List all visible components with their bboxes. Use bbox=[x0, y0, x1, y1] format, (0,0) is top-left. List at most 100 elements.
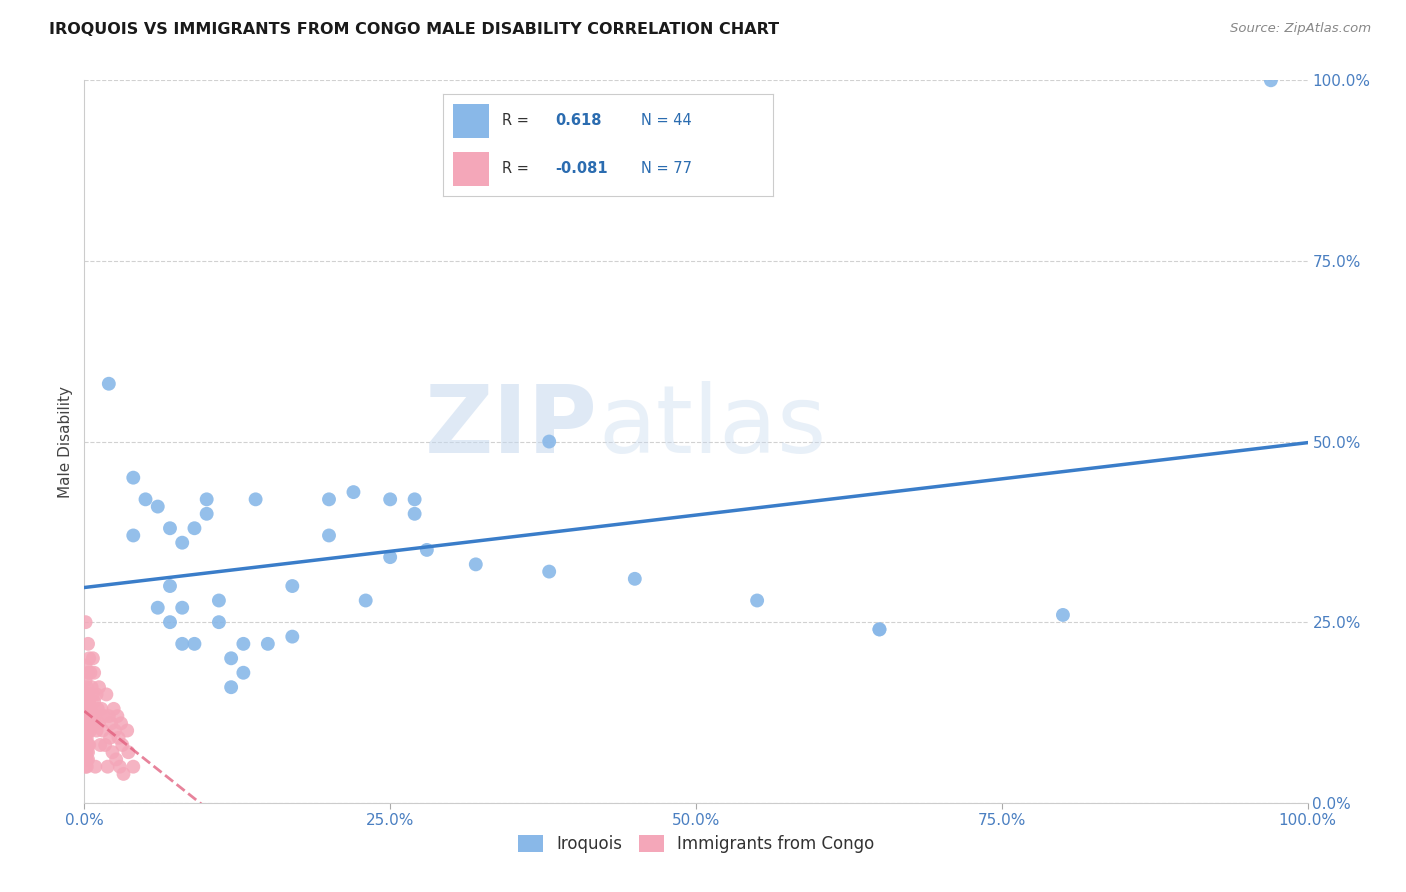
Point bbox=[318, 492, 340, 507]
Point bbox=[195, 492, 218, 507]
Point bbox=[80, 680, 103, 694]
Point bbox=[103, 702, 125, 716]
Point bbox=[77, 665, 100, 680]
Point bbox=[76, 731, 98, 745]
Point bbox=[77, 637, 100, 651]
Bar bbox=[453, 153, 489, 186]
Point bbox=[257, 637, 280, 651]
Point bbox=[79, 702, 101, 716]
Text: R =: R = bbox=[502, 113, 529, 128]
Point bbox=[172, 535, 194, 549]
Point bbox=[96, 687, 118, 701]
Text: ZIP: ZIP bbox=[425, 381, 598, 473]
Point bbox=[245, 492, 267, 507]
Point bbox=[172, 600, 194, 615]
Point bbox=[404, 507, 426, 521]
Point bbox=[89, 738, 111, 752]
Point bbox=[87, 702, 110, 716]
Point bbox=[183, 521, 205, 535]
Point bbox=[538, 434, 561, 449]
Text: -0.081: -0.081 bbox=[555, 161, 607, 176]
Point bbox=[76, 760, 98, 774]
Point bbox=[195, 507, 218, 521]
Point bbox=[1260, 73, 1282, 87]
Point bbox=[77, 709, 100, 723]
Point bbox=[1052, 607, 1074, 622]
Text: 0.618: 0.618 bbox=[555, 113, 602, 128]
Point bbox=[75, 723, 97, 738]
Point bbox=[75, 687, 97, 701]
Point bbox=[76, 709, 98, 723]
Legend: Iroquois, Immigrants from Congo: Iroquois, Immigrants from Congo bbox=[510, 828, 882, 860]
Point bbox=[111, 738, 134, 752]
Point bbox=[416, 542, 439, 557]
Point bbox=[115, 723, 138, 738]
Point bbox=[122, 760, 145, 774]
Point bbox=[75, 738, 97, 752]
Point bbox=[77, 651, 100, 665]
Point bbox=[104, 723, 127, 738]
Point bbox=[77, 723, 100, 738]
Point bbox=[112, 767, 135, 781]
Point bbox=[91, 723, 114, 738]
Point bbox=[75, 716, 97, 731]
Point bbox=[76, 738, 98, 752]
Point bbox=[122, 470, 145, 484]
Text: N = 44: N = 44 bbox=[641, 113, 692, 128]
Point bbox=[84, 760, 107, 774]
Point bbox=[76, 716, 98, 731]
Point bbox=[105, 709, 128, 723]
Point bbox=[122, 528, 145, 542]
Point bbox=[75, 731, 97, 745]
Point bbox=[380, 550, 402, 565]
Point bbox=[110, 716, 132, 731]
Text: R =: R = bbox=[502, 161, 529, 176]
Point bbox=[93, 709, 115, 723]
Point bbox=[172, 637, 194, 651]
Point bbox=[159, 579, 181, 593]
Point bbox=[77, 695, 100, 709]
Point bbox=[159, 615, 181, 630]
Text: N = 77: N = 77 bbox=[641, 161, 692, 176]
Point bbox=[624, 572, 647, 586]
Point bbox=[77, 745, 100, 759]
Point bbox=[159, 521, 181, 535]
Point bbox=[183, 637, 205, 651]
Point bbox=[208, 593, 231, 607]
Point bbox=[76, 752, 98, 766]
Point bbox=[76, 723, 98, 738]
Point bbox=[232, 665, 254, 680]
Point bbox=[79, 665, 101, 680]
Point bbox=[208, 615, 231, 630]
Point bbox=[77, 687, 100, 701]
Point bbox=[97, 709, 120, 723]
Point bbox=[135, 492, 157, 507]
Point bbox=[342, 485, 364, 500]
Point bbox=[82, 687, 104, 701]
Point bbox=[146, 500, 169, 514]
Point bbox=[87, 680, 110, 694]
Point bbox=[76, 702, 98, 716]
Point bbox=[75, 702, 97, 716]
Point bbox=[318, 528, 340, 542]
Point bbox=[94, 738, 117, 752]
Point bbox=[80, 709, 103, 723]
Text: IROQUOIS VS IMMIGRANTS FROM CONGO MALE DISABILITY CORRELATION CHART: IROQUOIS VS IMMIGRANTS FROM CONGO MALE D… bbox=[49, 22, 779, 37]
Point bbox=[869, 623, 891, 637]
Text: atlas: atlas bbox=[598, 381, 827, 473]
Point bbox=[354, 593, 377, 607]
Point bbox=[97, 760, 120, 774]
Point bbox=[98, 731, 121, 745]
Point bbox=[76, 687, 98, 701]
Point bbox=[86, 687, 108, 701]
Point bbox=[76, 695, 98, 709]
Y-axis label: Male Disability: Male Disability bbox=[58, 385, 73, 498]
Point bbox=[281, 579, 304, 593]
Point bbox=[76, 745, 98, 759]
Point bbox=[77, 716, 100, 731]
Point bbox=[107, 731, 129, 745]
Point bbox=[105, 752, 128, 766]
Point bbox=[281, 630, 304, 644]
Point bbox=[538, 565, 561, 579]
Point bbox=[75, 673, 97, 687]
